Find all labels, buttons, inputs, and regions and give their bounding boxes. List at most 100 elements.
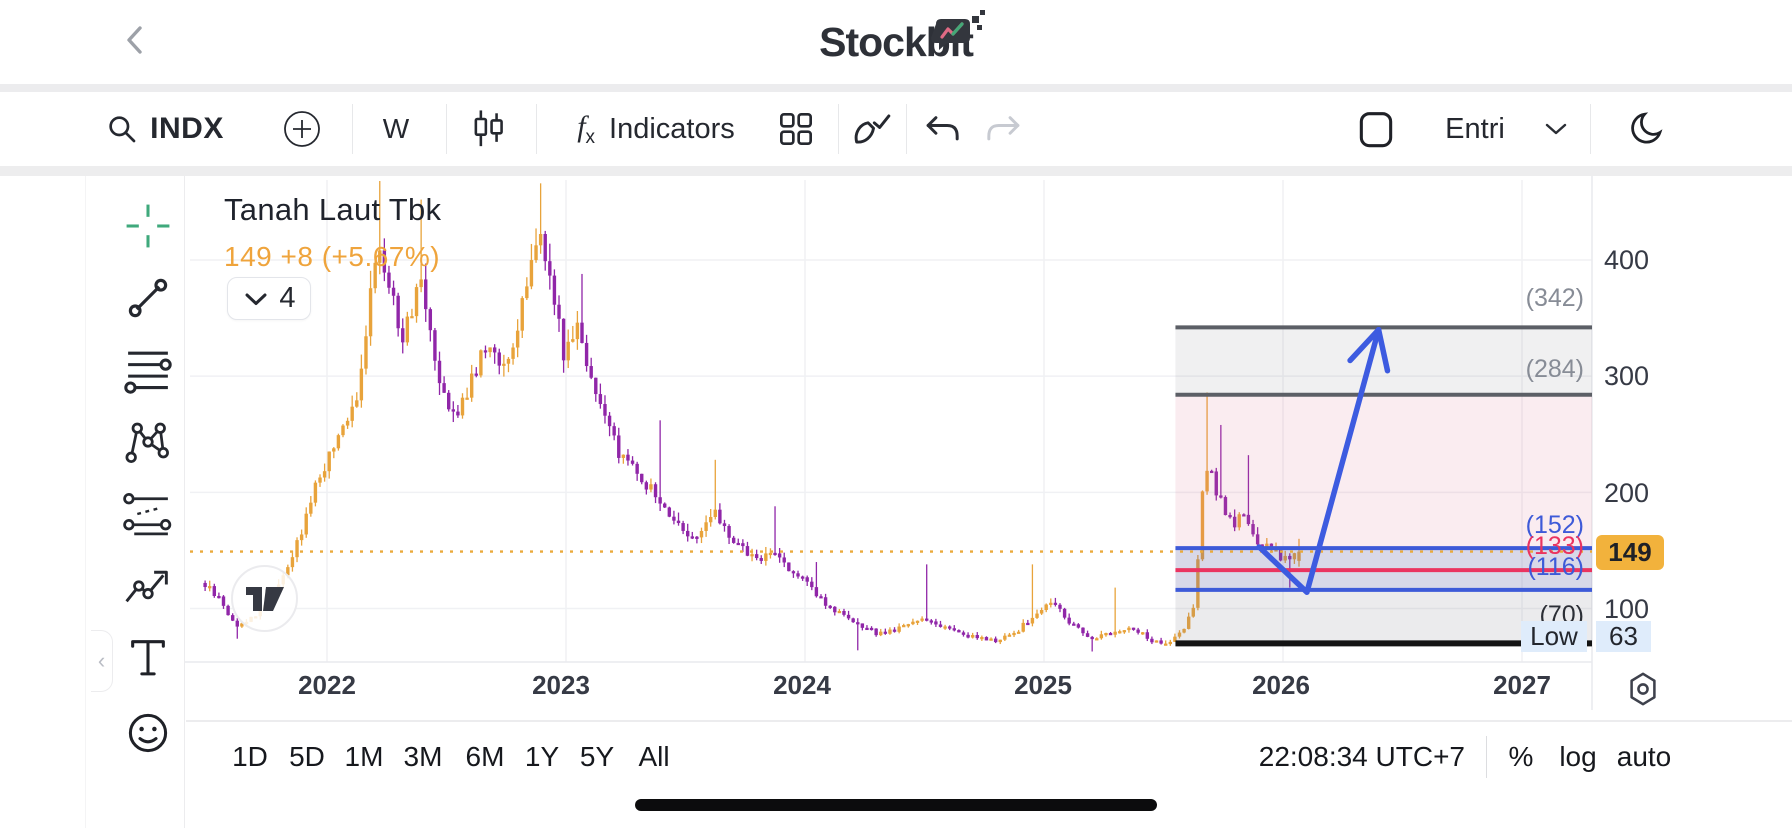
home-indicator[interactable]	[635, 799, 1157, 811]
drawing-tools-sidebar	[85, 176, 185, 828]
y-axis-tick: 400	[1604, 245, 1650, 275]
range-1y[interactable]: 1Y	[524, 741, 560, 772]
redo-button[interactable]	[975, 92, 1031, 166]
drawings-dropdown[interactable]: 4	[227, 277, 311, 320]
compare-add-button[interactable]	[276, 92, 328, 166]
back-button[interactable]	[116, 20, 156, 60]
trend-arrow-tool-button[interactable]	[120, 558, 176, 614]
symbol-search-button[interactable]: INDX	[100, 92, 230, 166]
range-all[interactable]: All	[638, 741, 670, 772]
scale-auto-toggle[interactable]: auto	[1616, 741, 1672, 772]
x-axis-year: 2024	[773, 670, 831, 700]
low-label-chip: Low	[1521, 621, 1587, 652]
y-axis-tick: 300	[1604, 361, 1650, 391]
x-axis-year: 2026	[1252, 670, 1310, 700]
interval-button[interactable]: W	[368, 92, 424, 166]
pen-check-icon	[854, 114, 891, 144]
range-5y[interactable]: 5Y	[579, 741, 615, 772]
xabcd-pattern-icon	[125, 422, 169, 463]
fib-retracement-icon	[124, 351, 172, 394]
x-axis-year: 2022	[298, 670, 356, 700]
range-1d[interactable]: 1D	[232, 741, 268, 772]
y-axis-tick: 100	[1604, 594, 1650, 624]
layout-grid-button[interactable]	[768, 92, 824, 166]
scale-log-toggle[interactable]: log	[1559, 741, 1597, 772]
moon-icon	[1631, 112, 1663, 144]
toolbar-divider	[1590, 104, 1591, 154]
x-axis-year: 2027	[1493, 670, 1551, 700]
snapshot-square-button[interactable]	[1348, 92, 1404, 166]
low-value-chip: 63	[1596, 621, 1651, 652]
scale-percent-toggle[interactable]: %	[1508, 741, 1534, 772]
crosshair-tool-button[interactable]	[120, 198, 176, 254]
chart-toolbar: INDX W fx Indicators	[0, 92, 1792, 166]
symbol-label: INDX	[150, 112, 224, 145]
toolbar-divider	[536, 104, 537, 154]
trend-line-icon	[128, 278, 168, 318]
redo-icon	[987, 116, 1020, 141]
chart-type-button[interactable]	[460, 92, 516, 166]
xabcd-pattern-tool-button[interactable]	[120, 414, 176, 470]
square-outline-icon	[1359, 112, 1393, 148]
entri-dropdown[interactable]: Entri	[1432, 92, 1582, 166]
last-price-badge: 149	[1596, 535, 1664, 570]
level-label-284: (284)	[1525, 355, 1584, 383]
parallel-channel-icon	[123, 493, 172, 536]
app-header: Stockbit	[0, 0, 1792, 84]
y-axis-tick: 200	[1604, 478, 1650, 508]
trend-line-tool-button[interactable]	[120, 270, 176, 326]
indicators-button[interactable]: fx Indicators	[556, 92, 756, 166]
chevron-left-small-icon: ‹	[97, 648, 106, 673]
chevron-down-icon	[245, 293, 267, 305]
level-label-70: (70)	[1539, 601, 1584, 629]
entri-label: Entri	[1445, 112, 1505, 145]
x-axis-year: 2025	[1014, 670, 1072, 700]
instrument-name: Tanah Laut Tbk	[224, 192, 442, 227]
gear-icon	[1630, 672, 1656, 706]
range-bar: 1D 5D 1M 3M 6M 1Y 5Y All 22:08:34 UTC+7	[186, 722, 1792, 792]
smiley-icon	[128, 713, 168, 753]
tradingview-glyph-icon	[245, 586, 284, 611]
grid-layout-icon	[780, 113, 812, 145]
level-label-152: (152)	[1525, 511, 1584, 539]
session-clock: 22:08:34 UTC+7	[1258, 741, 1465, 772]
stockbit-bubble-icon	[931, 10, 985, 50]
toolbar-bottom-divider	[0, 166, 1792, 176]
plus-circle-icon	[284, 111, 320, 147]
draw-button[interactable]	[842, 92, 902, 166]
chevron-left-icon	[127, 26, 142, 54]
drawings-count: 4	[279, 282, 296, 314]
chevron-down-icon	[1545, 123, 1567, 135]
indicators-label: Indicators	[609, 112, 735, 145]
range-6m[interactable]: 6M	[465, 741, 505, 772]
scale-divider	[1486, 736, 1487, 778]
range-1m[interactable]: 1M	[344, 741, 384, 772]
text-tool-icon	[131, 640, 165, 676]
sidebar-collapse-handle[interactable]: ‹	[91, 630, 113, 692]
interval-label: W	[382, 113, 410, 144]
fx-icon: fx	[577, 109, 596, 148]
theme-toggle-button[interactable]	[1618, 92, 1678, 166]
toolbar-divider	[446, 104, 447, 154]
search-icon	[109, 116, 136, 143]
chart-settings-button[interactable]	[1622, 668, 1664, 710]
toolbar-divider	[906, 104, 907, 154]
range-bar-divider	[186, 720, 1792, 722]
trend-arrow-icon	[125, 570, 168, 603]
level-label-116: (116)	[1527, 553, 1584, 581]
parallel-channel-tool-button[interactable]	[120, 486, 176, 542]
fib-retracement-tool-button[interactable]	[120, 342, 176, 398]
candlestick-chart-icon	[474, 110, 503, 147]
crosshair-icon	[126, 204, 170, 248]
tradingview-logo[interactable]	[231, 565, 298, 632]
level-label-342: (342)	[1525, 284, 1584, 312]
text-tool-button[interactable]	[120, 629, 176, 685]
range-5d[interactable]: 5D	[289, 741, 325, 772]
emoji-tool-button[interactable]	[120, 705, 176, 761]
undo-button[interactable]	[915, 92, 971, 166]
range-3m[interactable]: 3M	[403, 741, 443, 772]
price-change-row: 149 +8 (+5.67%)	[224, 241, 441, 272]
level-label-133: (133)	[1525, 532, 1584, 560]
